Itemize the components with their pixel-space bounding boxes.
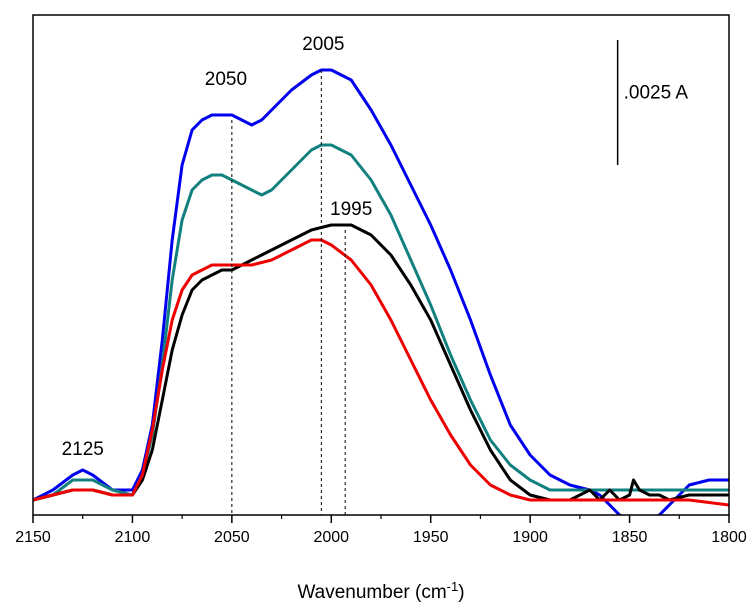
x-tick-label-2050: 2050 [214,529,250,546]
x-tick-label-1950: 1950 [413,529,449,546]
peak-label-2050: 2050 [205,69,247,90]
x-axis-title-tail: ) [458,582,464,603]
x-tick-label-2150: 2150 [15,529,51,546]
x-tick-label-2000: 2000 [313,529,349,546]
x-tick-label-1900: 1900 [512,529,548,546]
series-line-1 [33,68,729,515]
series-line-4 [33,238,729,507]
x-tick-label-1850: 1850 [612,529,648,546]
x-axis-ticks: 2150 2100 2050 2000 1950 1900 1850 1800 [15,515,747,546]
x-tick-label-1800: 1800 [711,529,747,546]
x-axis-title-superscript: -1 [447,579,459,594]
reference-lines-layer [231,70,346,515]
x-axis-title: Wavenumber (cm-1) [297,579,464,604]
x-axis-title-main: Wavenumber (cm [297,582,446,603]
series-line-2 [33,143,729,502]
peak-label-2125: 2125 [62,439,104,460]
peak-label-1995: 1995 [330,199,372,220]
series-layer [33,68,729,515]
scale-bar-label: .0025 A [624,83,689,104]
series-line-3 [33,223,729,502]
peak-label-2005: 2005 [302,34,344,55]
x-tick-label-2100: 2100 [115,529,151,546]
annotations-layer: 2005 2050 1995 2125 [62,34,373,460]
